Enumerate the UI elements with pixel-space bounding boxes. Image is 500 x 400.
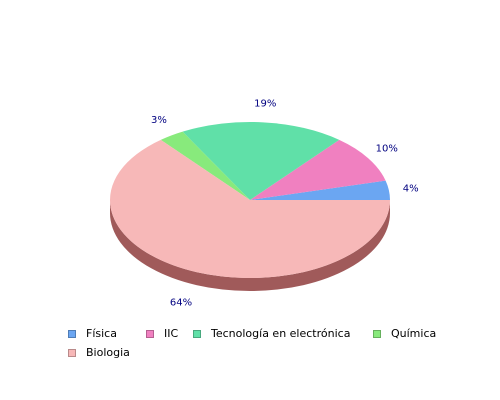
legend-swatch-quimica (373, 329, 381, 338)
pie-labels: 4% 10% 19% 3% 64% (151, 98, 419, 308)
pie-slices (110, 122, 390, 278)
pie-slice-iic (250, 139, 386, 200)
pie-label-quimica: 3% (151, 115, 167, 126)
legend-swatch-tecnologia (193, 329, 201, 338)
legend-label-fisica: Física (86, 327, 117, 340)
pie-slice-biologia (110, 139, 390, 278)
pie-slice-fisica (250, 180, 390, 200)
legend-item-biologia: Biologia (68, 346, 130, 359)
legend-label-tecnologia: Tecnología en electrónica (211, 327, 351, 340)
pie-label-fisica: 4% (403, 184, 419, 195)
legend-item-fisica: Física (68, 327, 117, 340)
legend-item-iic: IIC (146, 327, 178, 340)
legend-swatch-biologia (68, 348, 76, 357)
pie-label-iic: 10% (376, 143, 398, 154)
legend-swatch-fisica (68, 329, 76, 338)
pie-label-biologia: 64% (170, 298, 192, 309)
pie-side (110, 200, 390, 291)
pie-slice-quimica (160, 131, 250, 200)
pie-slice-tecnologia (182, 122, 340, 200)
legend-item-quimica: Química (373, 327, 436, 340)
legend-label-biologia: Biologia (86, 346, 130, 359)
legend-swatch-iic (146, 329, 154, 338)
pie-label-tecnologia: 19% (254, 98, 276, 109)
legend-item-tecnologia: Tecnología en electrónica (193, 327, 350, 340)
pie-side-wall (110, 200, 390, 291)
legend-label-iic: IIC (164, 327, 179, 340)
legend-label-quimica: Química (391, 327, 437, 340)
